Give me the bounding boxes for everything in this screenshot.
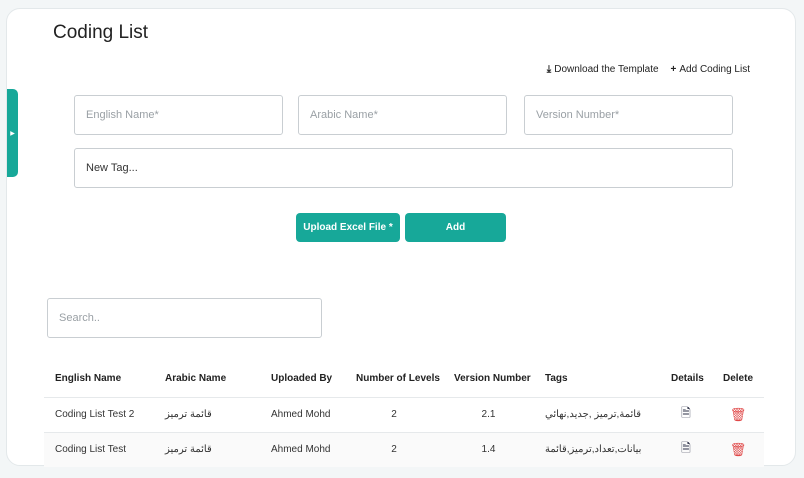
new-tag-input[interactable]: New Tag... — [74, 148, 733, 188]
arabic-name-input[interactable]: Arabic Name* — [298, 95, 507, 135]
page-title: Coding List — [53, 22, 149, 43]
cell-arabic: قائمة ترميز — [154, 431, 260, 467]
add-label: Add Coding List — [679, 64, 750, 75]
col-delete: Delete — [723, 372, 754, 384]
cell-tags: بيانات,تعداد,ترميز,قائمة — [534, 431, 660, 467]
delete-trash-icon[interactable]: 🗑 — [712, 396, 764, 432]
cell-levels: 2 — [345, 396, 443, 432]
cell-levels: 2 — [345, 431, 443, 467]
version-number-input[interactable]: Version Number* — [524, 95, 733, 135]
english-name-input[interactable]: English Name* — [74, 95, 283, 135]
download-label: Download the Template — [554, 64, 659, 75]
col-details: Details — [671, 372, 704, 384]
download-template-link[interactable]: ⤓ Download the Template — [547, 64, 659, 75]
coding-list-table: English Name Arabic Name Uploaded By Num… — [44, 360, 764, 467]
details-document-icon[interactable]: 🗎 — [660, 396, 712, 432]
table-row: Coding List Test 2 قائمة ترميز Ahmed Moh… — [44, 396, 764, 432]
download-icon: ⤓ — [546, 64, 552, 75]
col-english-name: English Name — [55, 372, 122, 384]
col-uploaded-by: Uploaded By — [271, 372, 333, 384]
cell-uploaded-by: Ahmed Mohd — [260, 396, 345, 432]
search-input[interactable]: Search.. — [47, 298, 322, 338]
cell-arabic: قائمة ترميز — [154, 396, 260, 432]
add-coding-list-link[interactable]: + Add Coding List — [671, 64, 750, 75]
plus-icon: + — [670, 64, 677, 75]
upload-excel-button[interactable]: Upload Excel File * — [296, 213, 400, 242]
col-tags: Tags — [545, 372, 568, 384]
cell-uploaded-by: Ahmed Mohd — [260, 431, 345, 467]
cell-version: 1.4 — [443, 431, 534, 467]
add-button[interactable]: Add — [405, 213, 506, 242]
cell-english: Coding List Test 2 — [44, 396, 154, 432]
sidebar-toggle[interactable]: ▶ — [7, 89, 18, 177]
cell-tags: قائمة,ترميز ,جديد,نهائي — [534, 396, 660, 432]
details-document-icon[interactable]: 🗎 — [660, 431, 712, 467]
cell-english: Coding List Test — [44, 431, 154, 467]
col-levels: Number of Levels — [356, 372, 440, 384]
delete-trash-icon[interactable]: 🗑 — [712, 431, 764, 467]
main-card — [6, 8, 796, 466]
col-arabic-name: Arabic Name — [165, 372, 227, 384]
cell-version: 2.1 — [443, 396, 534, 432]
table-row: Coding List Test قائمة ترميز Ahmed Mohd … — [44, 431, 764, 467]
col-version: Version Number — [454, 372, 531, 384]
chevron-right-icon: ▶ — [10, 130, 15, 137]
